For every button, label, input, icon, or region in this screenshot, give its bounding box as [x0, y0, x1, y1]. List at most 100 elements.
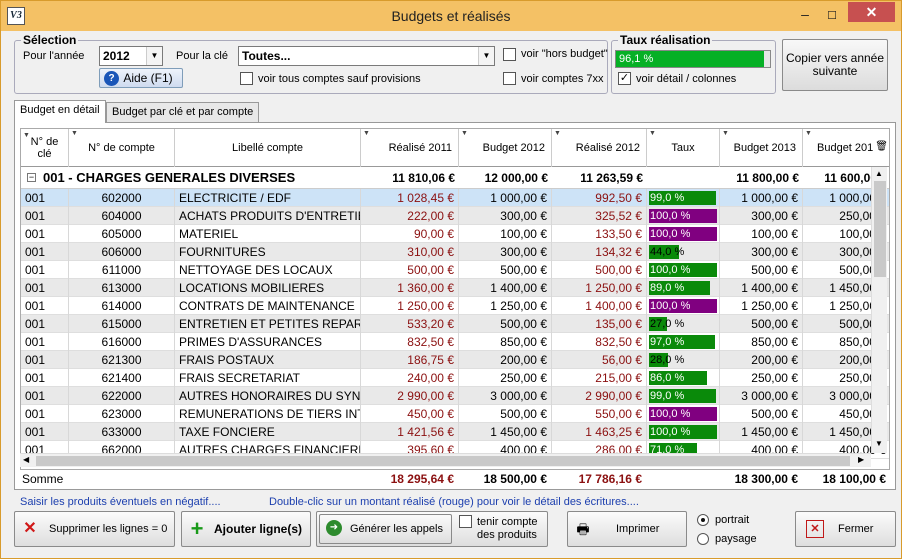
cell-taux[interactable]: 100,0 %: [647, 405, 720, 423]
tenir-compte-produits-checkbox[interactable]: [459, 515, 472, 528]
cell-taux[interactable]: 99,0 %: [647, 189, 720, 207]
cell-cle[interactable]: 001: [21, 405, 69, 423]
cell-compte[interactable]: 606000: [69, 243, 175, 261]
cell-budget-next[interactable]: 300,00 €: [720, 207, 803, 225]
cell-libelle[interactable]: FOURNITURES: [175, 243, 361, 261]
cell-cle[interactable]: 001: [21, 351, 69, 369]
cell-realise-cur[interactable]: 56,00 €: [552, 351, 647, 369]
cell-realise-prev[interactable]: 1 421,56 €: [361, 423, 459, 441]
cell-budget-next[interactable]: 1 450,00 €: [720, 423, 803, 441]
cell-compte[interactable]: 615000: [69, 315, 175, 333]
chevron-down-icon[interactable]: ▼: [146, 47, 162, 65]
header-budget-next[interactable]: ▼ Budget 2013: [720, 129, 803, 167]
cell-compte[interactable]: 622000: [69, 387, 175, 405]
cell-taux[interactable]: 86,0 %: [647, 369, 720, 387]
cell-cle[interactable]: 001: [21, 369, 69, 387]
collapse-icon[interactable]: −: [27, 172, 36, 182]
grid-vertical-scrollbar[interactable]: ▲ ▼: [871, 167, 887, 453]
portrait-radio[interactable]: [697, 514, 709, 526]
cell-cle[interactable]: 001: [21, 423, 69, 441]
title-bar[interactable]: V3 Budgets et réalisés – ☐ ✕: [1, 1, 901, 31]
cell-budget-next[interactable]: 100,00 €: [720, 225, 803, 243]
cell-taux[interactable]: 100,0 %: [647, 297, 720, 315]
table-row[interactable]: 001 616000 PRIMES D'ASSURANCES 832,50 €850,…: [21, 333, 889, 351]
cell-realise-prev[interactable]: 1 028,45 €: [361, 189, 459, 207]
table-row[interactable]: 001 622000 AUTRES HONORAIRES DU SYNDIC 2 99…: [21, 387, 889, 405]
cell-budget-cur[interactable]: 100,00 €: [459, 225, 552, 243]
cell-compte[interactable]: 616000: [69, 333, 175, 351]
cell-cle[interactable]: 001: [21, 207, 69, 225]
cell-budget-next[interactable]: 500,00 €: [720, 405, 803, 423]
cell-realise-prev[interactable]: 240,00 €: [361, 369, 459, 387]
cell-realise-cur[interactable]: 325,52 €: [552, 207, 647, 225]
cell-cle[interactable]: 001: [21, 297, 69, 315]
comptes-7xx-checkbox[interactable]: [503, 72, 516, 85]
table-row[interactable]: 001 621400 FRAIS SECRETARIAT 240,00 €250,00…: [21, 369, 889, 387]
cell-budget-cur[interactable]: 1 450,00 €: [459, 423, 552, 441]
cell-taux[interactable]: 28,0 %: [647, 351, 720, 369]
cell-budget-cur[interactable]: 500,00 €: [459, 405, 552, 423]
key-select[interactable]: Toutes... ▼: [238, 46, 495, 66]
cell-realise-cur[interactable]: 133,50 €: [552, 225, 647, 243]
cell-realise-prev[interactable]: 500,00 €: [361, 261, 459, 279]
cell-compte[interactable]: 611000: [69, 261, 175, 279]
cell-libelle[interactable]: FRAIS POSTAUX: [175, 351, 361, 369]
cell-compte[interactable]: 614000: [69, 297, 175, 315]
cell-libelle[interactable]: ELECTRICITE / EDF: [175, 189, 361, 207]
header-budget-next2[interactable]: ▼ Budget 201 🗑: [803, 129, 889, 167]
header-budget-cur[interactable]: ▼ Budget 2012: [459, 129, 552, 167]
cell-realise-prev[interactable]: 450,00 €: [361, 405, 459, 423]
cell-budget-cur[interactable]: 3 000,00 €: [459, 387, 552, 405]
cell-realise-cur[interactable]: 2 990,00 €: [552, 387, 647, 405]
cell-libelle[interactable]: AUTRES HONORAIRES DU SYNDIC: [175, 387, 361, 405]
cell-taux[interactable]: 89,0 %: [647, 279, 720, 297]
cell-compte[interactable]: 623000: [69, 405, 175, 423]
table-row[interactable]: 001 611000 NETTOYAGE DES LOCAUX 500,00 €500…: [21, 261, 889, 279]
cell-budget-cur[interactable]: 500,00 €: [459, 315, 552, 333]
cell-budget-next[interactable]: 850,00 €: [720, 333, 803, 351]
year-select[interactable]: 2012 ▼: [99, 46, 163, 66]
cell-libelle[interactable]: LOCATIONS MOBILIERES: [175, 279, 361, 297]
header-realise-cur[interactable]: ▼ Réalisé 2012: [552, 129, 647, 167]
header-taux[interactable]: ▼ Taux: [647, 129, 720, 167]
cell-compte[interactable]: 613000: [69, 279, 175, 297]
cell-realise-cur[interactable]: 135,00 €: [552, 315, 647, 333]
cell-realise-cur[interactable]: 832,50 €: [552, 333, 647, 351]
table-row[interactable]: 001 614000 CONTRATS DE MAINTENANCE 1 250,00…: [21, 297, 889, 315]
cell-cle[interactable]: 001: [21, 333, 69, 351]
tab-budget-detail[interactable]: Budget en détail: [14, 100, 106, 123]
cell-cle[interactable]: 001: [21, 189, 69, 207]
cell-budget-cur[interactable]: 500,00 €: [459, 261, 552, 279]
cell-realise-prev[interactable]: 1 360,00 €: [361, 279, 459, 297]
header-realise-prev[interactable]: ▼ Réalisé 2011: [361, 129, 459, 167]
cell-realise-prev[interactable]: 186,75 €: [361, 351, 459, 369]
tab-budget-par-cle[interactable]: Budget par clé et par compte: [106, 102, 260, 122]
table-row[interactable]: 001 623000 REMUNERATIONS DE TIERS INTEF 450…: [21, 405, 889, 423]
cell-realise-prev[interactable]: 832,50 €: [361, 333, 459, 351]
table-row[interactable]: 001 615000 ENTRETIEN ET PETITES REPARAT 533…: [21, 315, 889, 333]
section-row[interactable]: − 001 - CHARGES GENERALES DIVERSES 11 81…: [21, 167, 889, 189]
cell-taux[interactable]: 99,0 %: [647, 387, 720, 405]
cell-cle[interactable]: 001: [21, 315, 69, 333]
cell-realise-prev[interactable]: 2 990,00 €: [361, 387, 459, 405]
vertical-scroll-thumb[interactable]: [874, 181, 886, 277]
cell-realise-cur[interactable]: 215,00 €: [552, 369, 647, 387]
cell-budget-cur[interactable]: 1 400,00 €: [459, 279, 552, 297]
chevron-down-icon[interactable]: ▼: [478, 47, 494, 65]
scroll-right-icon[interactable]: ▶: [858, 455, 865, 464]
print-button[interactable]: 🖶 Imprimer: [567, 511, 687, 547]
cell-realise-cur[interactable]: 1 250,00 €: [552, 279, 647, 297]
cell-libelle[interactable]: PRIMES D'ASSURANCES: [175, 333, 361, 351]
cell-realise-cur[interactable]: 1 463,25 €: [552, 423, 647, 441]
cell-cle[interactable]: 001: [21, 387, 69, 405]
cell-libelle[interactable]: CONTRATS DE MAINTENANCE: [175, 297, 361, 315]
table-row[interactable]: 001 633000 TAXE FONCIERE 1 421,56 €1 450,00…: [21, 423, 889, 441]
cell-realise-prev[interactable]: 310,00 €: [361, 243, 459, 261]
cell-realise-prev[interactable]: 90,00 €: [361, 225, 459, 243]
paysage-radio[interactable]: [697, 533, 709, 545]
cell-taux[interactable]: 44,0 %: [647, 243, 720, 261]
scroll-up-icon[interactable]: ▲: [875, 169, 883, 178]
cell-taux[interactable]: 100,0 %: [647, 261, 720, 279]
cell-cle[interactable]: 001: [21, 243, 69, 261]
grid-horizontal-scrollbar[interactable]: ◀ ▶: [20, 453, 871, 467]
